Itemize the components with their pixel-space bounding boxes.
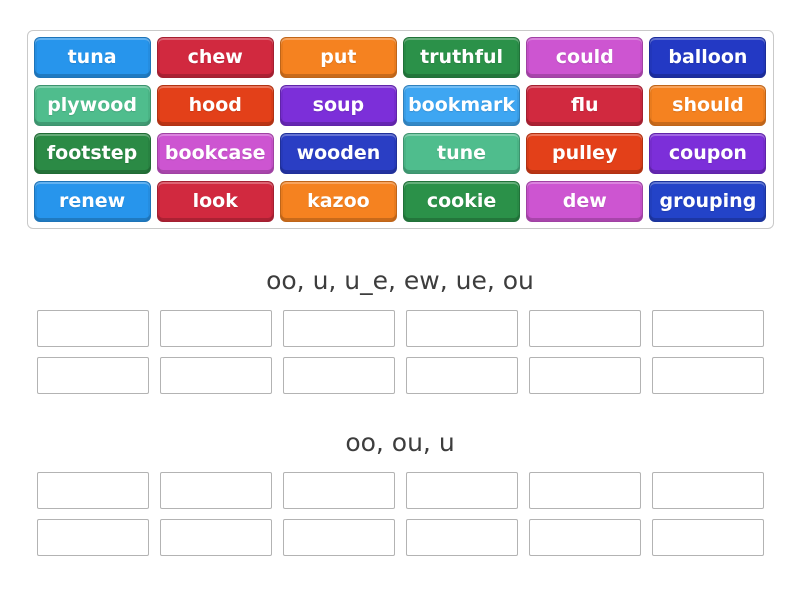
group-sort-activity: tuna chew put truthful could balloon plywood ho… bbox=[0, 30, 800, 600]
answer-slots-grid bbox=[36, 472, 764, 556]
answer-slot[interactable] bbox=[405, 357, 518, 394]
answer-slot[interactable] bbox=[528, 519, 641, 556]
answer-slot[interactable] bbox=[36, 519, 149, 556]
answer-slot[interactable] bbox=[405, 472, 518, 509]
answer-slot[interactable] bbox=[36, 472, 149, 509]
word-tile[interactable]: dew bbox=[526, 181, 644, 222]
word-tile[interactable]: look bbox=[156, 181, 274, 222]
category-title-1: oo, u, u_e, ew, ue, ou bbox=[266, 266, 534, 295]
word-tile[interactable]: could bbox=[526, 37, 644, 78]
word-tile[interactable]: truthful bbox=[402, 37, 521, 78]
answer-slot[interactable] bbox=[282, 472, 395, 509]
answer-slot[interactable] bbox=[36, 310, 149, 347]
answer-slot[interactable] bbox=[651, 357, 764, 394]
word-tile[interactable]: soup bbox=[279, 85, 397, 126]
answer-slot[interactable] bbox=[282, 310, 395, 347]
answer-slots-grid bbox=[36, 310, 764, 394]
word-tile[interactable]: plywood bbox=[33, 85, 151, 126]
word-tile[interactable]: renew bbox=[33, 181, 151, 222]
answer-slot[interactable] bbox=[159, 519, 272, 556]
word-tile[interactable]: tune bbox=[402, 133, 521, 174]
word-tile[interactable]: put bbox=[279, 37, 397, 78]
answer-slot[interactable] bbox=[651, 310, 764, 347]
word-tile[interactable]: should bbox=[649, 85, 767, 126]
word-bank: tuna chew put truthful could balloon plywood ho… bbox=[26, 30, 774, 229]
word-tile[interactable]: pulley bbox=[526, 133, 644, 174]
category-title-2: oo, ou, u bbox=[345, 428, 455, 457]
word-tile[interactable]: flu bbox=[526, 85, 644, 126]
word-tile[interactable]: bookcase bbox=[156, 133, 274, 174]
word-tile[interactable]: cookie bbox=[402, 181, 521, 222]
answer-slot[interactable] bbox=[651, 472, 764, 509]
answer-slot[interactable] bbox=[405, 519, 518, 556]
word-tile[interactable]: wooden bbox=[279, 133, 397, 174]
answer-slot[interactable] bbox=[159, 472, 272, 509]
answer-slot[interactable] bbox=[159, 357, 272, 394]
word-tile[interactable]: coupon bbox=[649, 133, 767, 174]
answer-slot[interactable] bbox=[282, 519, 395, 556]
word-tile[interactable]: grouping bbox=[649, 181, 767, 222]
answer-slot[interactable] bbox=[528, 357, 641, 394]
answer-slot[interactable] bbox=[405, 310, 518, 347]
answer-slot[interactable] bbox=[528, 472, 641, 509]
word-tile[interactable]: kazoo bbox=[279, 181, 397, 222]
answer-slot[interactable] bbox=[651, 519, 764, 556]
word-tile[interactable]: balloon bbox=[649, 37, 767, 78]
word-tile[interactable]: tuna bbox=[33, 37, 151, 78]
word-tile[interactable]: hood bbox=[156, 85, 274, 126]
word-tile[interactable]: bookmark bbox=[402, 85, 521, 126]
word-tile[interactable]: chew bbox=[156, 37, 274, 78]
answer-slot[interactable] bbox=[528, 310, 641, 347]
answer-slot[interactable] bbox=[36, 357, 149, 394]
word-tile[interactable]: footstep bbox=[33, 133, 151, 174]
answer-slot[interactable] bbox=[282, 357, 395, 394]
answer-slot[interactable] bbox=[159, 310, 272, 347]
